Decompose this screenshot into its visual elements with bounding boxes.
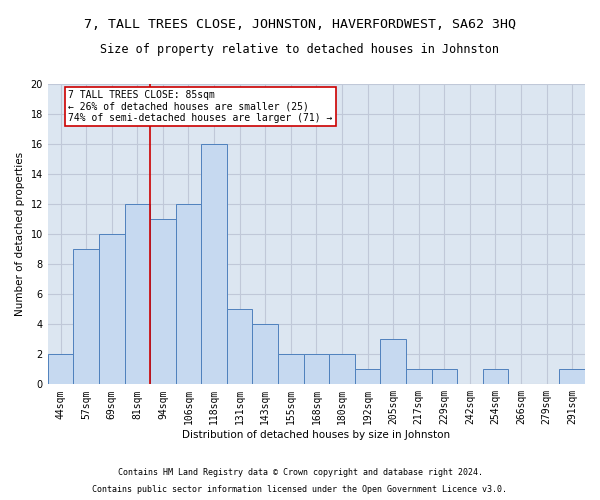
Bar [73, 249, 99, 384]
Bar [482, 370, 508, 384]
Bar [304, 354, 329, 384]
Bar [201, 144, 227, 384]
Bar [431, 370, 457, 384]
Text: 7, TALL TREES CLOSE, JOHNSTON, HAVERFORDWEST, SA62 3HQ: 7, TALL TREES CLOSE, JOHNSTON, HAVERFORD… [84, 18, 516, 30]
Bar [99, 234, 125, 384]
Bar [329, 354, 355, 384]
Text: Contains public sector information licensed under the Open Government Licence v3: Contains public sector information licen… [92, 484, 508, 494]
Text: Contains HM Land Registry data © Crown copyright and database right 2024.: Contains HM Land Registry data © Crown c… [118, 468, 482, 477]
X-axis label: Distribution of detached houses by size in Johnston: Distribution of detached houses by size … [182, 430, 451, 440]
Bar [380, 340, 406, 384]
Bar [278, 354, 304, 384]
Bar [176, 204, 201, 384]
Bar [559, 370, 585, 384]
Bar [150, 219, 176, 384]
Text: 7 TALL TREES CLOSE: 85sqm
← 26% of detached houses are smaller (25)
74% of semi-: 7 TALL TREES CLOSE: 85sqm ← 26% of detac… [68, 90, 332, 123]
Text: Size of property relative to detached houses in Johnston: Size of property relative to detached ho… [101, 42, 499, 56]
Bar [406, 370, 431, 384]
Y-axis label: Number of detached properties: Number of detached properties [15, 152, 25, 316]
Bar [227, 309, 253, 384]
Bar [355, 370, 380, 384]
Bar [48, 354, 73, 384]
Bar [125, 204, 150, 384]
Bar [253, 324, 278, 384]
